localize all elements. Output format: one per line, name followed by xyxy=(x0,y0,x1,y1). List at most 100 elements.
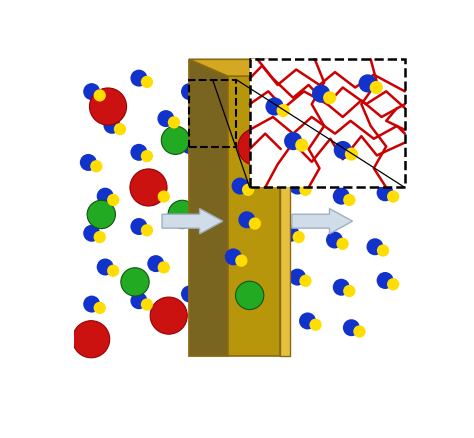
Circle shape xyxy=(141,224,153,237)
Circle shape xyxy=(130,218,147,235)
Circle shape xyxy=(292,93,310,110)
Circle shape xyxy=(191,143,204,155)
Circle shape xyxy=(97,258,114,276)
Circle shape xyxy=(353,325,365,338)
Circle shape xyxy=(181,286,198,303)
Circle shape xyxy=(168,200,196,229)
Circle shape xyxy=(191,89,204,102)
Circle shape xyxy=(181,211,198,228)
Circle shape xyxy=(377,184,393,201)
Circle shape xyxy=(370,81,383,94)
Circle shape xyxy=(147,184,164,201)
Circle shape xyxy=(299,275,311,287)
Circle shape xyxy=(141,76,153,88)
Circle shape xyxy=(377,272,393,289)
Circle shape xyxy=(225,248,242,265)
Circle shape xyxy=(97,187,114,205)
Circle shape xyxy=(235,254,247,267)
Circle shape xyxy=(90,88,127,125)
Circle shape xyxy=(90,160,102,173)
Circle shape xyxy=(299,184,311,196)
Circle shape xyxy=(158,191,170,203)
Circle shape xyxy=(383,116,396,128)
Circle shape xyxy=(310,318,322,331)
Circle shape xyxy=(326,232,343,248)
Circle shape xyxy=(191,292,204,304)
Circle shape xyxy=(343,110,356,122)
Circle shape xyxy=(289,268,306,286)
Circle shape xyxy=(323,91,336,104)
Circle shape xyxy=(242,184,254,196)
Circle shape xyxy=(130,70,147,87)
Circle shape xyxy=(141,298,153,311)
Circle shape xyxy=(73,321,109,358)
Circle shape xyxy=(299,312,316,329)
Circle shape xyxy=(292,231,305,243)
Circle shape xyxy=(150,297,187,334)
Circle shape xyxy=(161,126,190,155)
Circle shape xyxy=(343,194,356,206)
Circle shape xyxy=(215,110,227,122)
Bar xyxy=(250,59,405,187)
Circle shape xyxy=(130,292,147,309)
Circle shape xyxy=(141,150,153,162)
Circle shape xyxy=(387,191,399,203)
Circle shape xyxy=(191,217,204,230)
Circle shape xyxy=(83,83,100,100)
Circle shape xyxy=(147,255,164,272)
Circle shape xyxy=(87,200,116,229)
Circle shape xyxy=(377,157,389,169)
Circle shape xyxy=(93,231,106,243)
Circle shape xyxy=(292,140,305,152)
Circle shape xyxy=(373,110,390,127)
FancyArrow shape xyxy=(162,208,223,234)
Circle shape xyxy=(295,138,309,152)
Circle shape xyxy=(121,268,149,296)
Circle shape xyxy=(205,103,222,120)
Circle shape xyxy=(265,97,283,116)
Circle shape xyxy=(238,128,275,166)
Circle shape xyxy=(282,225,299,242)
Circle shape xyxy=(191,245,208,262)
Bar xyxy=(250,59,405,187)
Polygon shape xyxy=(189,59,228,356)
Circle shape xyxy=(181,83,198,100)
Circle shape xyxy=(333,103,350,120)
Circle shape xyxy=(80,154,97,171)
Circle shape xyxy=(83,296,100,313)
Circle shape xyxy=(130,144,147,161)
Polygon shape xyxy=(259,59,290,76)
Circle shape xyxy=(343,285,356,297)
Circle shape xyxy=(337,150,349,162)
Circle shape xyxy=(83,225,100,242)
Circle shape xyxy=(387,278,399,290)
Circle shape xyxy=(366,238,383,255)
Circle shape xyxy=(289,177,306,194)
Polygon shape xyxy=(189,59,280,76)
Circle shape xyxy=(326,144,343,161)
Circle shape xyxy=(345,148,358,161)
Polygon shape xyxy=(228,76,280,356)
Circle shape xyxy=(191,171,208,188)
Circle shape xyxy=(343,319,360,336)
Circle shape xyxy=(277,104,290,117)
Circle shape xyxy=(93,89,106,102)
Circle shape xyxy=(114,123,126,135)
Circle shape xyxy=(201,251,214,263)
Circle shape xyxy=(337,238,349,250)
Circle shape xyxy=(282,134,299,151)
Circle shape xyxy=(130,169,167,206)
Circle shape xyxy=(103,117,120,134)
Circle shape xyxy=(303,99,315,112)
Circle shape xyxy=(232,177,248,194)
Circle shape xyxy=(284,132,302,150)
Circle shape xyxy=(158,261,170,274)
Circle shape xyxy=(201,177,214,189)
Circle shape xyxy=(249,217,261,230)
Circle shape xyxy=(236,281,264,310)
Polygon shape xyxy=(280,76,290,356)
Circle shape xyxy=(181,137,198,154)
Bar xyxy=(189,80,236,147)
Circle shape xyxy=(168,116,180,128)
Circle shape xyxy=(358,74,377,92)
